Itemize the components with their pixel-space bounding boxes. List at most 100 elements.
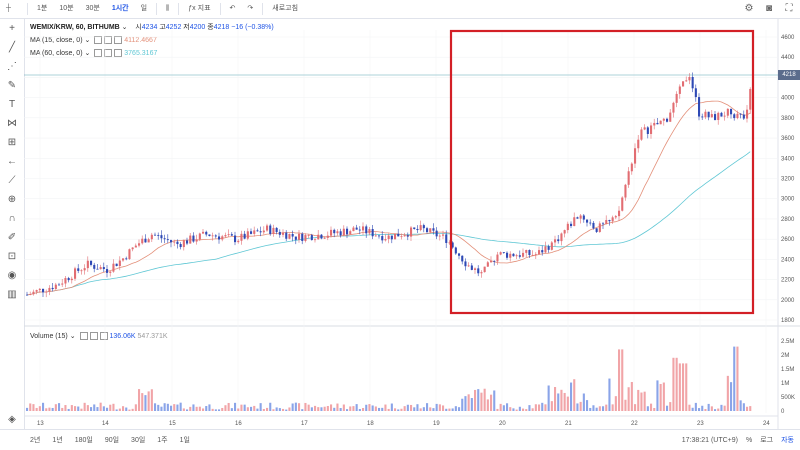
interval-1h[interactable]: 1시간 [111, 5, 129, 12]
range-1y[interactable]: 1년 [52, 437, 63, 444]
auto-toggle[interactable]: 자동 [781, 437, 794, 444]
interval-1d[interactable]: 일 [140, 5, 148, 12]
camera-icon[interactable]: ◙ [765, 3, 773, 14]
candle-style-icon[interactable]: ⫼ [166, 5, 170, 12]
symbol-title[interactable]: WEMIX/KRW, 60, BITHUMB [30, 24, 120, 31]
volume-bar [736, 346, 739, 411]
trash-icon[interactable]: ▥ [7, 289, 17, 300]
lock-icon[interactable]: ⊡ [7, 251, 17, 262]
range-2y[interactable]: 2년 [30, 437, 41, 444]
refresh-button[interactable]: 새로고침 [272, 5, 299, 12]
volume-bar [602, 406, 605, 411]
candle-body [26, 294, 29, 296]
candle-body [112, 263, 115, 272]
chevron-down-icon[interactable]: ⌄ [121, 24, 128, 31]
candle-body [749, 89, 752, 110]
candle-body [499, 252, 502, 255]
volume-bar [419, 408, 422, 411]
undo-icon[interactable]: ↶ [229, 5, 236, 12]
pattern-icon[interactable]: ⋈ [7, 118, 17, 129]
volume-bar [566, 396, 569, 411]
ma15-label[interactable]: MA (15, close, 0) [30, 37, 83, 44]
ruler-icon[interactable]: ⟋ [8, 175, 16, 186]
candle-body [42, 288, 45, 293]
settings-icon[interactable] [89, 332, 98, 341]
volume-bar [675, 357, 678, 411]
volume-bar [259, 403, 262, 411]
volume-bar [461, 398, 464, 411]
volume-bar [694, 402, 697, 411]
trendline-icon[interactable]: ╱ [8, 42, 16, 53]
volume-bar [707, 403, 710, 411]
volume-value: 136.06K [109, 333, 136, 340]
eye-icon[interactable]: ◉ [7, 270, 17, 281]
volume-bar [685, 363, 688, 411]
interval-10m[interactable]: 10분 [59, 5, 74, 12]
range-90d[interactable]: 90일 [104, 437, 120, 444]
indicators-button[interactable]: ƒx 지표 [182, 0, 216, 18]
crosshair-icon[interactable]: + [9, 23, 15, 34]
interval-1m[interactable]: 1분 [37, 5, 48, 12]
close-icon[interactable] [114, 36, 123, 45]
settings-icon[interactable] [104, 36, 113, 45]
percent-toggle[interactable]: % [745, 436, 753, 444]
candle-body [141, 238, 144, 244]
volume-bar [733, 346, 736, 411]
range-1d[interactable]: 1일 [179, 437, 190, 444]
chevron-down-icon[interactable]: ⌄ [69, 333, 76, 340]
volume-bar [435, 403, 438, 411]
lock-drawing-icon[interactable]: ✐ [7, 232, 17, 243]
crosshair-menu-icon[interactable]: ┼ [6, 5, 11, 12]
settings-icon[interactable] [104, 49, 113, 58]
arrow-left-icon[interactable]: ← [7, 156, 17, 167]
zoom-icon[interactable]: ⊕ [7, 194, 17, 205]
candle-body [51, 287, 54, 290]
candle-body [445, 234, 448, 243]
candle-body [205, 231, 208, 235]
volume-label[interactable]: Volume (15) [30, 333, 68, 340]
candle-body [474, 268, 477, 270]
price-tick-label: 3400 [781, 156, 795, 162]
measure-icon[interactable]: ⊞ [7, 137, 17, 148]
volume-bar [182, 408, 185, 411]
interval-30m[interactable]: 30분 [85, 5, 100, 12]
volume-bar [179, 402, 182, 411]
close-icon[interactable] [114, 49, 123, 58]
volume-bar [621, 349, 624, 411]
candle-body [259, 231, 262, 233]
volume-bar [86, 405, 89, 411]
close-icon[interactable] [99, 332, 108, 341]
eye-toggle-icon[interactable] [94, 49, 103, 58]
brush-icon[interactable]: ✎ [7, 80, 17, 91]
candle-body [96, 268, 99, 270]
text-icon[interactable]: T [8, 99, 16, 110]
redo-icon[interactable]: ↷ [247, 5, 254, 12]
candle-body [614, 216, 617, 218]
log-toggle[interactable]: 로그 [760, 437, 774, 444]
range-180d[interactable]: 180일 [74, 437, 93, 444]
chevron-down-icon[interactable]: ⌄ [84, 37, 91, 44]
fib-icon[interactable]: ⋰ [7, 61, 17, 72]
candle-body [547, 246, 550, 250]
ma60-label[interactable]: MA (60, close, 0) [30, 50, 83, 57]
range-1w[interactable]: 1주 [157, 437, 168, 444]
volume-bar [202, 408, 205, 411]
magnet-icon[interactable]: ∩ [8, 213, 16, 224]
candle-body [746, 109, 749, 119]
fullscreen-icon[interactable]: ⛶ [785, 3, 793, 14]
gear-icon[interactable]: ⚙ [744, 3, 754, 14]
chevron-down-icon[interactable]: ⌄ [84, 50, 91, 57]
divider [178, 3, 180, 15]
candle-body [554, 239, 557, 243]
eye-toggle-icon[interactable] [79, 332, 88, 341]
volume-bar [480, 392, 483, 411]
divider [27, 3, 28, 15]
range-30d[interactable]: 30일 [131, 437, 146, 444]
layers-icon[interactable]: ◈ [8, 414, 16, 425]
eye-toggle-icon[interactable] [94, 36, 103, 45]
candle-body [218, 236, 221, 240]
volume-bar [669, 402, 672, 411]
volume-bar [208, 404, 211, 411]
volume-bar [266, 407, 269, 411]
